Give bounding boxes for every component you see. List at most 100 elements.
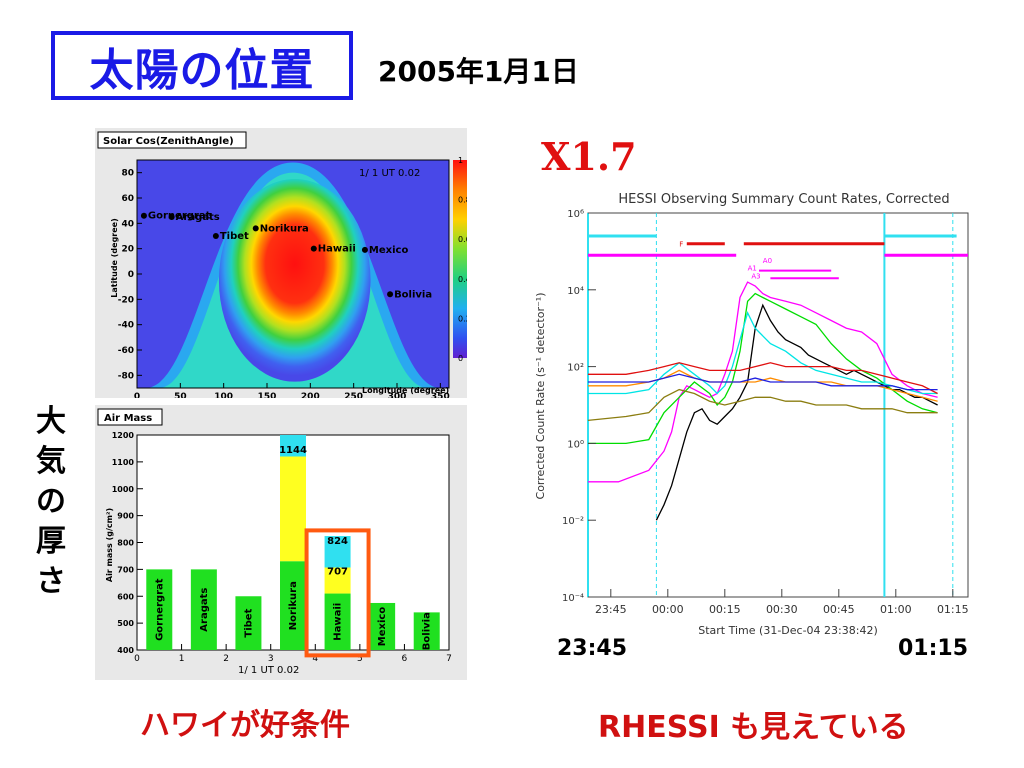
airmass-bar-green: [369, 602, 396, 650]
heatmap-xtick-label: 100: [214, 392, 233, 398]
airmass-bar-name: Mexico: [377, 607, 388, 647]
airmass-ytick-label: 900: [117, 512, 134, 521]
airmass-xtick-label: 7: [446, 654, 452, 664]
hessi-series-line: [588, 292, 938, 445]
heatmap-ylabel: Latitude (degree): [110, 218, 119, 298]
site-marker: [140, 212, 147, 219]
heatmap-annotation: 1/ 1 UT 0.02: [359, 168, 420, 179]
time-end-label: 01:15: [898, 636, 969, 661]
colorbar: [453, 160, 467, 358]
caption-left: ハワイが好条件: [140, 708, 350, 743]
hessi-series-line: [588, 310, 938, 395]
hessi-ytick-label: 10²: [567, 363, 584, 374]
airmass-xtick-label: 3: [268, 654, 274, 664]
airmass-bar-yellow: [324, 567, 351, 594]
airmass-value-label: 707: [327, 566, 348, 577]
hessi-flag-label: A1: [748, 265, 757, 273]
site-label: Bolivia: [394, 289, 432, 300]
hessi-ytick-label: 10⁻²: [562, 516, 584, 527]
hessi-ylabel: Corrected Count Rate (s⁻¹ detector⁻¹): [534, 293, 547, 500]
airmass-xtick-label: 1: [179, 654, 185, 664]
hessi-series-line: [588, 362, 938, 395]
airmass-xtick-label: 6: [402, 654, 408, 664]
airmass-ytick-label: 1200: [112, 431, 135, 440]
site-marker: [361, 246, 368, 253]
airmass-xtick-label: 5: [357, 654, 363, 664]
time-start-label: 23:45: [557, 636, 628, 661]
title-box: 太陽の位置: [51, 31, 353, 100]
airmass-bar-green: [146, 569, 173, 650]
hessi-flag-label: A3: [751, 272, 760, 280]
heatmap-xtick-label: 350: [431, 392, 450, 398]
site-label: Aragats: [176, 212, 220, 223]
airmass-bar-yellow: [280, 456, 306, 562]
hessi-xtick-label: 00:00: [652, 603, 684, 616]
hessi-flag-label: F: [679, 241, 683, 249]
colorbar-tick-label: 0: [458, 354, 463, 363]
colorbar-tick-label: 0.4: [458, 275, 467, 284]
airmass-ytick-label: 600: [117, 592, 134, 601]
hessi-ytick-label: 10⁰: [567, 439, 584, 450]
hawaii-highlight-box: [304, 528, 371, 658]
site-marker: [252, 225, 259, 232]
vertical-char: の: [36, 484, 66, 519]
hessi-title: HESSI Observing Summary Count Rates, Cor…: [618, 192, 949, 207]
airmass-ytick-label: 400: [117, 646, 134, 655]
airmass-xtick-label: 2: [223, 654, 229, 664]
airmass-xtick-label: 4: [312, 654, 318, 664]
heatmap-ytick-label: -40: [118, 321, 134, 331]
heatmap-ytick-label: -80: [118, 371, 134, 381]
airmass-bar-green: [280, 561, 306, 650]
airmass-bar-name: Norikura: [288, 581, 299, 630]
heatmap-sun-region: [218, 179, 371, 382]
airmass-bar-cyan: [280, 435, 306, 457]
colorbar-tick-label: 1: [458, 156, 463, 165]
site-label: Hawaii: [318, 244, 356, 255]
airmass-bar-name: Hawaii: [333, 603, 344, 641]
hessi-series-line: [587, 388, 938, 422]
hessi-count-rate-chart: HESSI Observing Summary Count Rates, Cor…: [530, 186, 1000, 638]
hessi-xtick-label: 23:45: [595, 603, 627, 616]
hessi-xlabel: Start Time (31-Dec-04 23:38:42): [698, 624, 878, 637]
hessi-ytick-label: 10⁴: [567, 286, 584, 297]
site-marker: [168, 214, 175, 220]
heatmap-ytick-label: 60: [121, 194, 134, 204]
hessi-ytick-label: 10⁶: [567, 209, 584, 220]
hessi-ytick-label: 10⁻⁴: [562, 593, 584, 604]
hessi-plot-area: [587, 212, 969, 598]
site-marker: [212, 233, 219, 239]
site-label: Gornergrat: [148, 211, 211, 222]
airmass-value-label: 1144: [279, 445, 307, 456]
airmass-bar-green: [235, 596, 262, 650]
airmass-xtick-label: 0: [134, 654, 140, 664]
vertical-label: 大 気 の 厚 さ: [36, 402, 66, 602]
caption-right: RHESSI も見えている: [598, 710, 909, 745]
heatmap-xtick-label: 0: [134, 392, 140, 398]
hessi-xtick-label: 01:15: [937, 603, 969, 616]
heatmap-xtick-label: 150: [258, 392, 277, 398]
heatmap-xtick-label: 50: [174, 392, 187, 398]
vertical-char: さ: [36, 564, 66, 599]
airmass-ytick-label: 1100: [112, 458, 135, 467]
colorbar-tick-label: 0.8: [458, 196, 467, 205]
site-marker: [310, 245, 317, 252]
hessi-series-line: [588, 369, 938, 402]
airmass-ytick-label: 500: [117, 619, 134, 628]
vertical-char: 厚: [36, 524, 66, 559]
airmass-title: Air Mass: [104, 413, 152, 424]
site-label: Tibet: [220, 231, 249, 242]
heatmap-ytick-label: -20: [118, 295, 134, 305]
heatmap-ytick-label: 0: [128, 270, 134, 280]
airmass-ytick-label: 700: [117, 565, 134, 574]
air-mass-chart: Air Mass Gornergrat Aragats Tibet Norikura 1…: [95, 405, 467, 680]
hessi-xtick-label: 00:15: [709, 603, 741, 616]
hessi-xtick-label: 00:45: [823, 603, 855, 616]
heatmap-ytick-label: -60: [118, 346, 134, 356]
site-label: Mexico: [369, 245, 409, 256]
vertical-char: 気: [36, 444, 66, 479]
airmass-ytick-label: 800: [117, 539, 134, 548]
site-label: Norikura: [260, 223, 309, 234]
airmass-bar-cyan: [324, 536, 351, 568]
heatmap-xlabel: Longitude (degree): [362, 386, 449, 395]
airmass-bar-green: [413, 612, 440, 650]
